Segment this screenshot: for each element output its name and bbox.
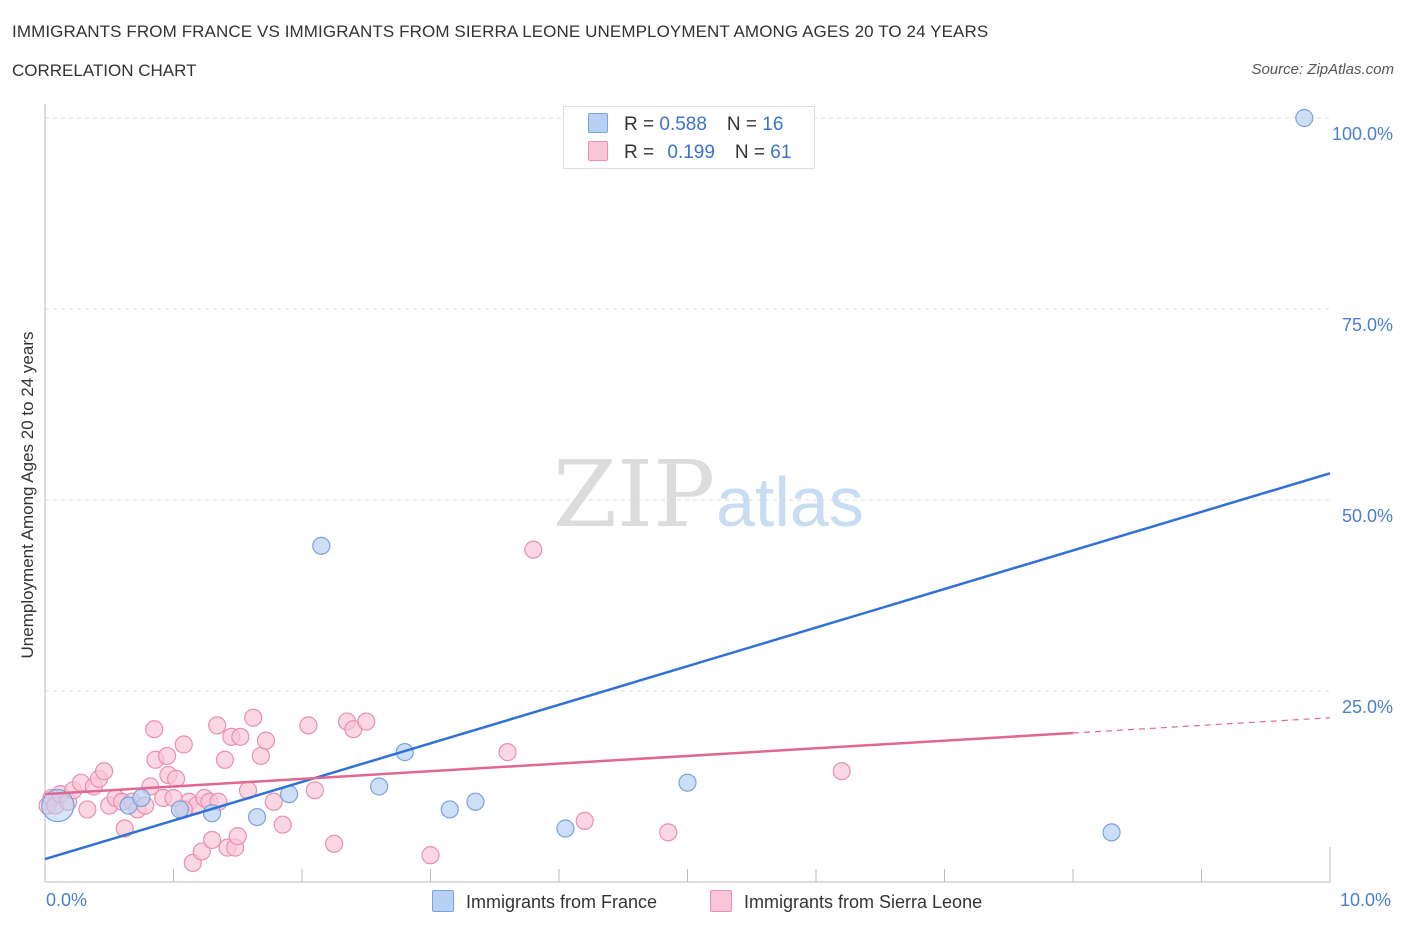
sierra-point <box>202 830 222 850</box>
sierra-point <box>832 762 851 781</box>
france-point <box>466 792 485 811</box>
sierra-point <box>325 834 344 853</box>
france-legend-swatch-icon <box>432 890 454 912</box>
y-tick-label-25: 25.0% <box>1342 697 1393 717</box>
legend-row-france: R = 0.588 N = 16 <box>588 113 783 137</box>
sierra-point <box>498 743 517 762</box>
france-point <box>440 800 459 819</box>
france-point <box>132 788 151 808</box>
sierra-trendline-extension <box>1072 717 1331 734</box>
source-label: Source: ZipAtlas.com <box>1251 61 1394 78</box>
sierra-point <box>174 735 193 754</box>
legend-sierra-n-label: N = <box>734 142 771 163</box>
france-point <box>1295 108 1314 128</box>
france-trendline <box>44 472 1331 861</box>
france-point <box>41 788 75 823</box>
y-tick-labels: 100.0% 75.0% 50.0% 25.0% <box>1332 124 1393 717</box>
sierra-trendline <box>44 731 1074 796</box>
sierra-leone-points <box>38 540 851 873</box>
sierra-point <box>256 731 276 750</box>
sierra-point <box>145 720 164 739</box>
y-tick-label-100: 100.0% <box>1332 124 1393 144</box>
y-tick-label-75: 75.0% <box>1342 315 1393 335</box>
sierra-point <box>215 750 234 769</box>
sierra-point <box>251 746 270 766</box>
sierra-point <box>244 708 263 727</box>
watermark-atlas: atlas <box>716 463 864 541</box>
y-axis-label: Unemployment Among Ages 20 to 24 years <box>18 331 37 659</box>
sierra-point <box>421 846 440 865</box>
axes <box>44 104 1331 883</box>
sierra-point <box>524 540 543 559</box>
chart-title: IMMIGRANTS FROM FRANCE VS IMMIGRANTS FRO… <box>12 22 989 41</box>
sierra-point <box>299 716 318 735</box>
sierra-legend-swatch-icon <box>710 890 732 912</box>
sierra-point <box>78 800 97 819</box>
sierra-point <box>231 727 250 746</box>
sierra-point <box>659 823 678 842</box>
sierra-point <box>208 716 227 735</box>
grid-lines <box>45 117 1330 692</box>
watermark-zip: ZIP <box>553 441 715 548</box>
bottom-legend-sierra: Immigrants from Sierra Leone <box>710 890 982 913</box>
france-swatch-icon <box>588 113 608 133</box>
bottom-legend-sierra-label: Immigrants from Sierra Leone <box>744 892 983 912</box>
france-point <box>370 777 389 796</box>
sierra-point <box>273 815 292 834</box>
legend-sierra-r-value: 0.199 <box>667 142 715 163</box>
x-tick-label-min: 0.0% <box>46 890 88 910</box>
sierra-point <box>264 792 283 811</box>
france-point <box>556 819 575 838</box>
sierra-point <box>357 712 376 731</box>
france-point <box>312 536 331 555</box>
legend-sierra-r-label: R = <box>624 142 660 163</box>
legend-row-sierra: R = 0.199 N = 61 <box>588 141 791 165</box>
sierra-point <box>95 762 114 781</box>
bottom-legend-france: Immigrants from France <box>432 890 657 913</box>
y-tick-label-50: 50.0% <box>1342 506 1393 526</box>
france-point <box>1102 823 1121 842</box>
legend-france-r-label: R = <box>624 114 660 135</box>
legend-france-r-value: 0.588 <box>659 114 707 135</box>
france-point <box>678 773 697 792</box>
bottom-legend-france-label: Immigrants from France <box>466 892 658 912</box>
sierra-point <box>228 827 247 846</box>
sierra-point <box>192 842 211 861</box>
legend-sierra-n-value: 61 <box>770 142 792 163</box>
sierra-point <box>157 746 177 766</box>
sierra-point <box>575 811 594 830</box>
x-tick-label-max: 10.0% <box>1340 890 1392 910</box>
legend-france-n-label: N = <box>726 114 763 135</box>
chart-subtitle: CORRELATION CHART <box>12 61 197 80</box>
trendlines <box>44 472 1331 861</box>
sierra-swatch-icon <box>588 141 608 161</box>
france-point <box>170 800 190 819</box>
correlation-legend: R = 0.588 N = 16 R = 0.199 N = 61 <box>563 106 815 169</box>
sierra-point <box>305 781 324 800</box>
france-point <box>247 807 267 827</box>
legend-france-n-value: 16 <box>762 114 784 135</box>
